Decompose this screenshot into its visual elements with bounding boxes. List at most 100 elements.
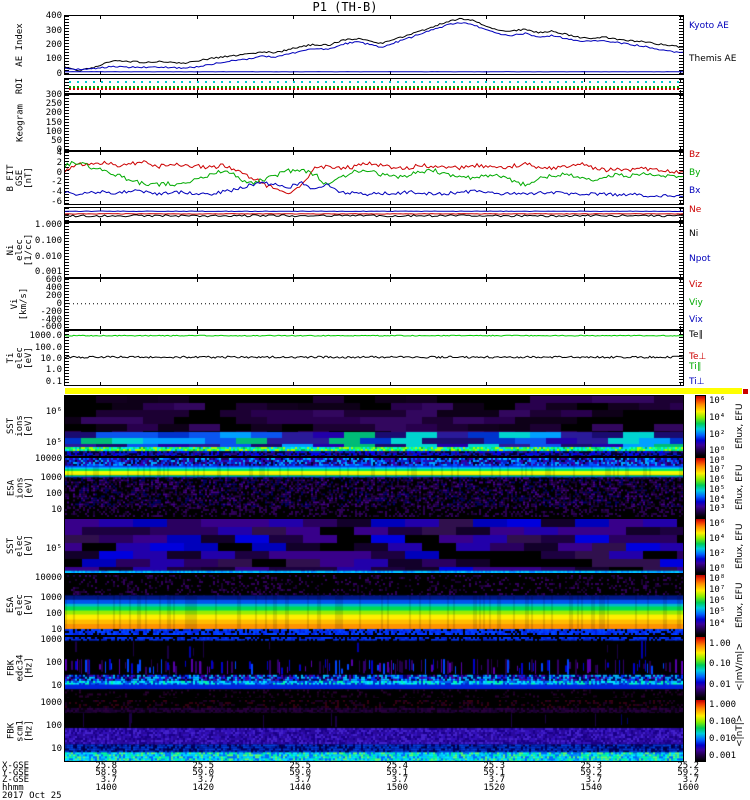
xtick-mark xyxy=(584,79,585,82)
legend-Ni: Ni xyxy=(689,229,699,239)
ytick-label: 2 xyxy=(56,158,62,168)
ytick-label: 10000 xyxy=(34,573,62,583)
xtick-mark xyxy=(100,274,101,277)
ytick-label: -6 xyxy=(51,197,62,207)
colorbar-tick-label: 10³ xyxy=(709,504,726,514)
xtick-mark xyxy=(390,152,391,155)
colorbar-tick-label: 10² xyxy=(709,549,726,559)
xtick-mark xyxy=(584,208,585,211)
panel-roi xyxy=(64,78,684,94)
xtick-mark xyxy=(390,279,391,282)
panel-ti xyxy=(64,330,684,386)
legend-Te: Te⊥ xyxy=(689,352,707,362)
ytick-label: 0 xyxy=(56,299,62,309)
legend-Bz: Bz xyxy=(689,150,700,160)
edge-ticks-left xyxy=(65,16,69,74)
ytick-label: 10.0 xyxy=(40,354,62,364)
legend-Ti: Ti⊥ xyxy=(689,377,705,387)
xtick-mark xyxy=(584,223,585,226)
xtick-mark xyxy=(486,382,487,385)
footer-value: 1520 xyxy=(483,783,505,793)
xtick-mark xyxy=(197,208,198,211)
series-Bz xyxy=(65,160,683,195)
ytick-label: -600 xyxy=(40,322,62,332)
edge-ticks-right xyxy=(679,152,683,204)
xtick-mark xyxy=(100,382,101,385)
legend-Ne: Ne xyxy=(689,205,702,215)
series-By xyxy=(65,160,683,188)
legend-Te: Te∥ xyxy=(689,330,704,340)
edge-ticks-left xyxy=(65,95,69,150)
ytick-label: 200 xyxy=(45,40,62,50)
colorbar-tick-label: 10⁷ xyxy=(709,585,726,595)
xtick-mark xyxy=(390,223,391,226)
footer-value: 59.2 xyxy=(677,768,699,778)
ytick-label: -400 xyxy=(40,315,62,325)
ytick-label: 10⁵ xyxy=(45,438,62,448)
xtick-mark xyxy=(197,79,198,82)
ytick-label: 400 xyxy=(45,283,62,293)
xtick-mark xyxy=(584,95,585,98)
axis-label-keogram: Keogram xyxy=(6,95,36,152)
axis-label-line: [eV] xyxy=(23,347,34,369)
xtick-mark xyxy=(584,274,585,277)
ytick-label: 0 xyxy=(56,168,62,178)
xtick-mark xyxy=(584,90,585,93)
colorbar-tick-label: 10⁰ xyxy=(709,446,726,456)
edge-ticks-left xyxy=(65,152,69,204)
xtick-mark xyxy=(197,331,198,334)
axis-label-ti: Ti elec [eV] xyxy=(5,330,35,386)
spectrogram-sst_ions xyxy=(65,396,683,456)
xtick-mark xyxy=(584,71,585,74)
ytick-label: 10⁶ xyxy=(45,407,62,417)
colorbar-tick-label: 0.10 xyxy=(709,659,731,669)
footer-value: 1500 xyxy=(386,783,408,793)
series-Ni xyxy=(65,214,683,218)
roi-dots-2 xyxy=(69,88,679,90)
colorbar-tick-label: 10⁸ xyxy=(709,456,726,466)
ytick-label: 150 xyxy=(45,118,62,128)
xtick-mark xyxy=(390,218,391,221)
axis-label-line: [Hz] xyxy=(24,720,34,742)
xtick-mark xyxy=(486,223,487,226)
spectrogram-fbk_scm xyxy=(65,700,683,761)
ytick-label: 10 xyxy=(51,505,62,515)
axis-label-sst_ions: SST ions [eV] xyxy=(5,395,35,457)
xtick-mark xyxy=(100,279,101,282)
legend-By: By xyxy=(689,168,701,178)
colorbar-tick-label: 10⁴ xyxy=(709,619,726,629)
axis-label-esa_ions: ESA ions [eV] xyxy=(6,458,36,519)
ytick-label: 1000.0 xyxy=(29,331,62,341)
xtick-mark xyxy=(100,331,101,334)
colorbar-tick-label: 10⁴ xyxy=(709,534,726,544)
xtick-mark xyxy=(293,382,294,385)
colorbar-label-sst_elec: Eflux, EFU xyxy=(735,523,745,569)
ytick-label: 0.100 xyxy=(34,236,62,246)
footer-value: 3.7 xyxy=(197,775,214,785)
xtick-mark xyxy=(293,16,294,19)
chart-keogram xyxy=(65,95,683,150)
xtick-mark xyxy=(584,218,585,221)
axis-label-fbk_scm: FBK scm1 [Hz] xyxy=(6,700,36,763)
xtick-mark xyxy=(584,152,585,155)
xtick-mark xyxy=(293,223,294,226)
xtick-mark xyxy=(197,147,198,150)
axis-label-ni: Ni elec [1/cc] xyxy=(5,222,35,278)
axis-label-line: ROI xyxy=(14,77,25,95)
legend-Viy: Viy xyxy=(689,298,703,308)
panel-sst_elec xyxy=(64,518,684,574)
xtick-mark xyxy=(100,95,101,98)
colorbar-tick-label: 0.01 xyxy=(709,680,731,690)
ytick-label: 0 xyxy=(56,145,62,155)
panel-esa_elec xyxy=(64,574,684,636)
xtick-mark xyxy=(390,147,391,150)
xtick-mark xyxy=(584,279,585,282)
legend-Viz: Viz xyxy=(689,280,703,290)
xtick-mark xyxy=(390,79,391,82)
colorbar-tick-label: 10⁵ xyxy=(709,607,726,617)
xtick-mark xyxy=(197,274,198,277)
footer-value: 25.2 xyxy=(677,761,699,771)
panel-fbk_scm xyxy=(64,699,684,762)
xtick-mark xyxy=(100,326,101,329)
xtick-mark xyxy=(293,208,294,211)
